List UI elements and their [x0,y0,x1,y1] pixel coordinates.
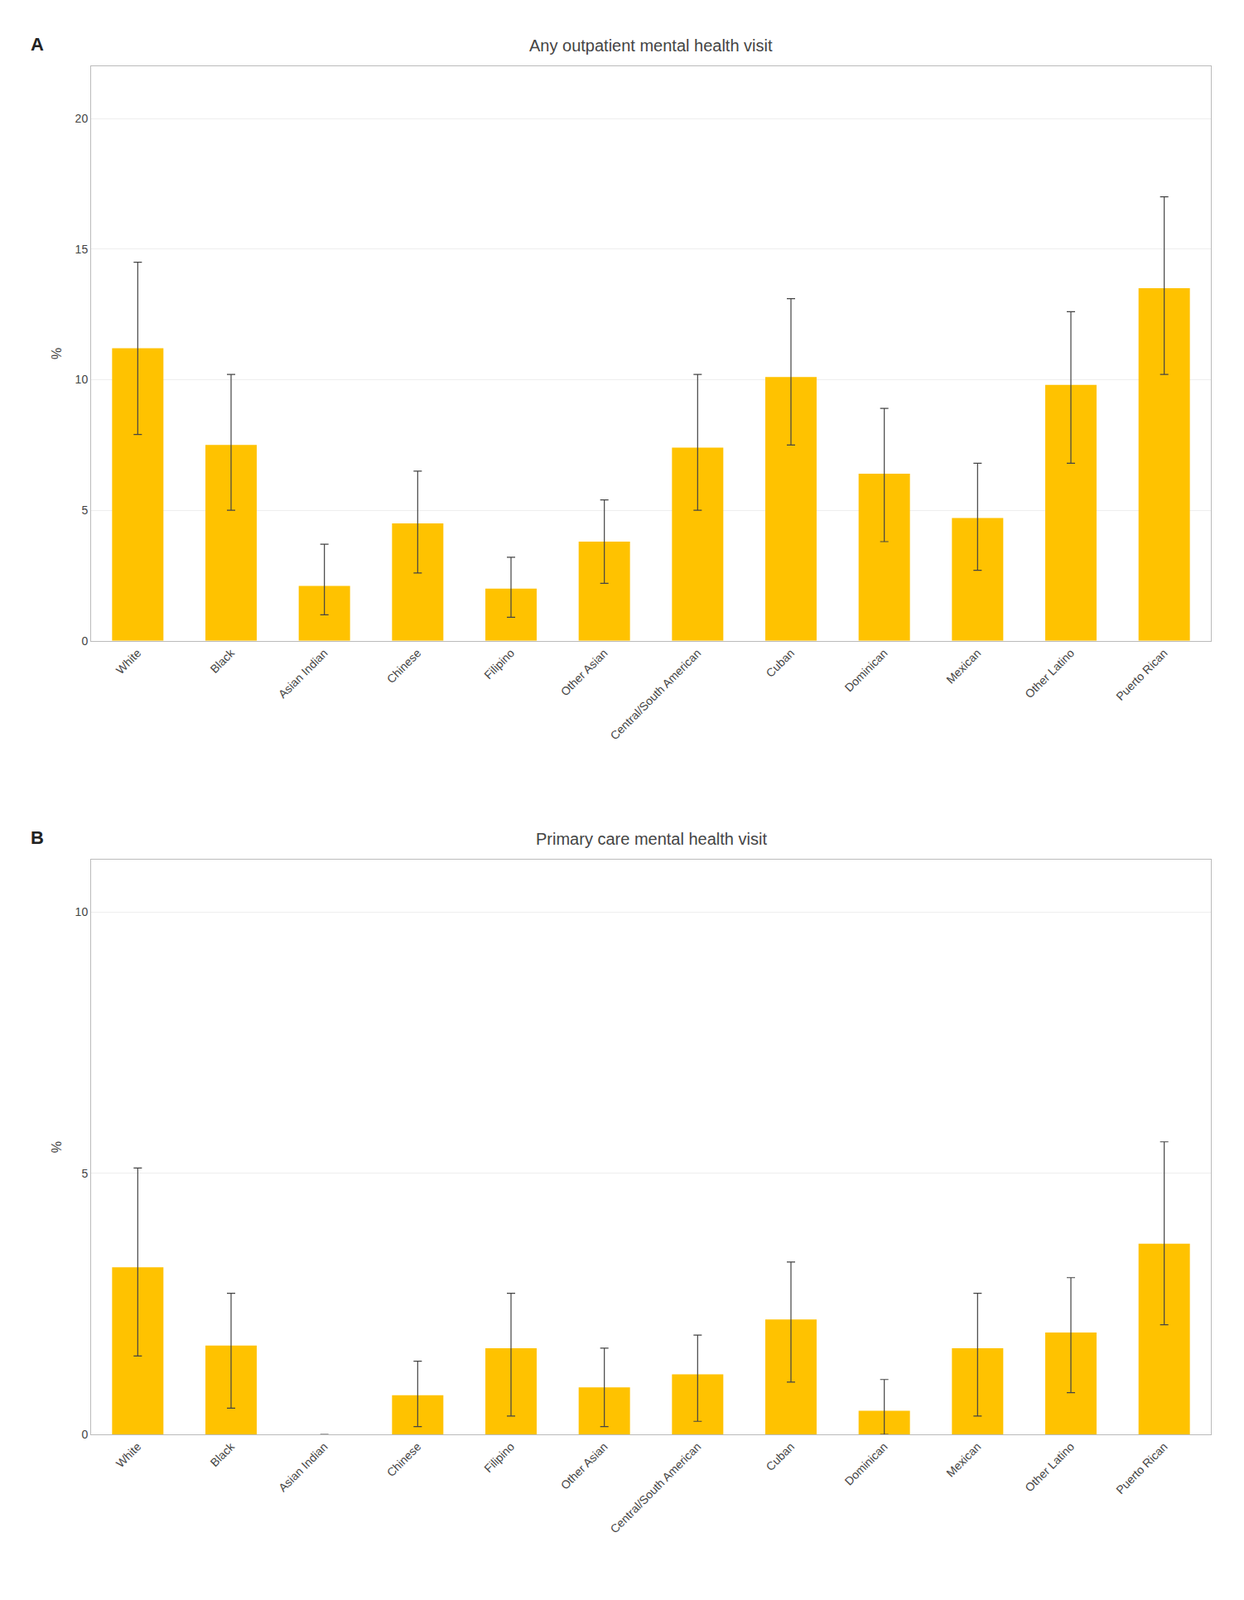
svg-text:Filipino: Filipino [481,646,517,682]
svg-text:White: White [113,1439,145,1471]
svg-text:5: 5 [81,1166,88,1181]
svg-text:Black: Black [207,646,238,676]
svg-text:Other Latino: Other Latino [1022,646,1077,701]
svg-text:Cuban: Cuban [763,1440,797,1474]
svg-text:Cuban: Cuban [763,646,797,680]
svg-text:Asian Indian: Asian Indian [275,646,331,701]
svg-text:20: 20 [75,111,89,126]
svg-text:Puerto Rican: Puerto Rican [1113,646,1171,704]
svg-text:Central/South American: Central/South American [607,1440,704,1537]
svg-text:Black: Black [207,1439,238,1470]
svg-text:Other Asian: Other Asian [558,1440,611,1493]
svg-text:%: % [49,347,64,360]
svg-text:B: B [30,827,44,849]
svg-text:Chinese: Chinese [384,1439,425,1480]
svg-text:0: 0 [81,1427,88,1442]
svg-text:Puerto Rican: Puerto Rican [1113,1440,1171,1498]
svg-text:Dominican: Dominican [842,646,891,695]
svg-text:Chinese: Chinese [384,646,425,686]
svg-text:5: 5 [81,503,88,517]
svg-text:Primary care mental health vis: Primary care mental health visit [535,829,767,849]
svg-text:Mexican: Mexican [943,646,984,686]
svg-text:Dominican: Dominican [842,1440,891,1489]
svg-text:10: 10 [75,905,89,919]
svg-text:Mexican: Mexican [943,1440,984,1481]
svg-text:Filipino: Filipino [481,1439,517,1476]
svg-text:Other Latino: Other Latino [1022,1439,1077,1495]
svg-text:Other Asian: Other Asian [558,646,611,699]
svg-text:0: 0 [81,634,88,648]
svg-text:Central/South American: Central/South American [607,646,704,743]
svg-text:Any outpatient mental health v: Any outpatient mental health visit [529,36,773,55]
svg-text:10: 10 [75,372,89,386]
svg-text:%: % [49,1141,64,1153]
svg-text:A: A [30,33,44,55]
svg-text:15: 15 [75,242,89,256]
svg-text:Asian Indian: Asian Indian [275,1440,331,1495]
svg-text:White: White [113,646,145,677]
